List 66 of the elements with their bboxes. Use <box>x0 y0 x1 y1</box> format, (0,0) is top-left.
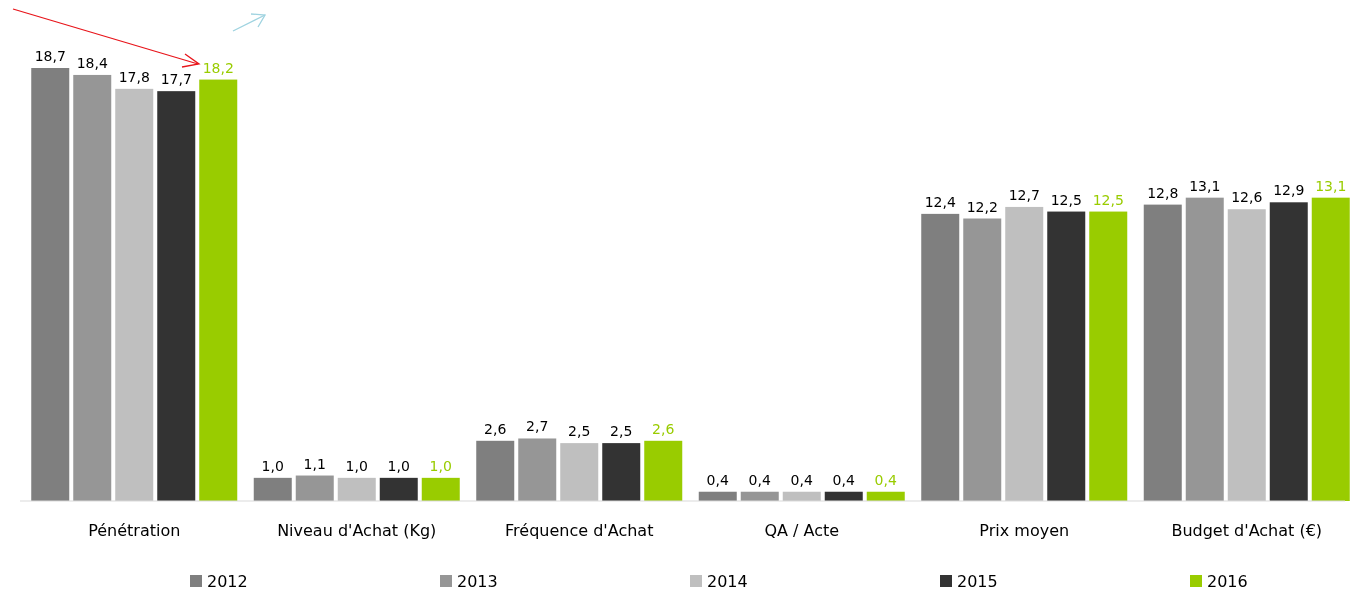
data-label: 12,8 <box>1147 184 1179 201</box>
data-label: 1,1 <box>303 455 326 472</box>
bar <box>963 218 1002 501</box>
data-label: 12,2 <box>966 198 998 215</box>
x-tick-label: Fréquence d'Achat <box>505 521 654 540</box>
bar <box>337 477 376 501</box>
x-tick-label: Niveau d'Achat (Kg) <box>277 521 437 540</box>
bar <box>73 74 112 501</box>
data-label: 1,0 <box>387 457 410 474</box>
bar <box>1185 197 1224 501</box>
x-tick-label: Budget d'Achat (€) <box>1171 521 1323 540</box>
data-label: 12,4 <box>924 193 956 210</box>
data-label: 2,7 <box>526 418 549 435</box>
legend-label: 2013 <box>457 572 498 590</box>
data-label: 17,8 <box>118 68 150 85</box>
data-label: 12,9 <box>1273 182 1305 199</box>
bar <box>560 443 599 501</box>
legend-label: 2012 <box>207 572 248 590</box>
data-label: 18,2 <box>202 59 234 76</box>
data-label: 2,5 <box>568 423 591 440</box>
bar <box>1311 197 1350 501</box>
data-label: 18,7 <box>34 48 66 64</box>
data-label: 13,1 <box>1189 177 1221 194</box>
data-label: 2,5 <box>610 423 633 440</box>
x-tick-label: QA / Acte <box>764 521 840 540</box>
data-label: 13,1 <box>1315 177 1347 194</box>
bar <box>421 477 460 501</box>
bar <box>602 443 641 501</box>
bar <box>1227 209 1266 501</box>
bar <box>199 79 238 501</box>
data-label: 2,6 <box>484 420 507 437</box>
data-label: 0,4 <box>874 471 897 488</box>
legend-label: 2015 <box>957 572 998 590</box>
data-label: 1,0 <box>261 457 284 474</box>
bar <box>644 440 683 501</box>
data-label: 0,4 <box>832 471 855 488</box>
bar <box>1005 206 1044 501</box>
data-label: 0,4 <box>790 471 813 488</box>
bar <box>253 477 292 501</box>
bar <box>31 68 70 501</box>
data-label: 2,6 <box>652 420 675 437</box>
bar <box>157 91 196 501</box>
x-tick-label: Pénétration <box>88 521 181 540</box>
data-label: 1,0 <box>345 457 368 474</box>
x-tick-label: Prix moyen <box>979 521 1070 540</box>
bar <box>295 475 334 501</box>
bar <box>476 440 515 501</box>
data-label: 0,4 <box>706 471 729 488</box>
data-label: 12,6 <box>1231 189 1263 206</box>
bar <box>115 88 154 501</box>
legend-label: 2014 <box>707 572 748 590</box>
data-label: 17,7 <box>160 71 192 88</box>
bar <box>1047 211 1086 501</box>
bar <box>1089 211 1128 501</box>
legend-label: 2016 <box>1207 572 1248 590</box>
data-label: 18,4 <box>76 54 108 71</box>
bar <box>518 438 557 501</box>
bar <box>921 213 960 501</box>
data-label: 12,7 <box>1008 186 1040 203</box>
bar <box>379 477 418 501</box>
data-label: 12,5 <box>1050 191 1082 208</box>
data-label: 0,4 <box>748 471 771 488</box>
data-label: 1,0 <box>429 457 452 474</box>
bar <box>1269 202 1308 501</box>
bar <box>1143 204 1182 501</box>
data-label: 12,5 <box>1092 191 1124 208</box>
